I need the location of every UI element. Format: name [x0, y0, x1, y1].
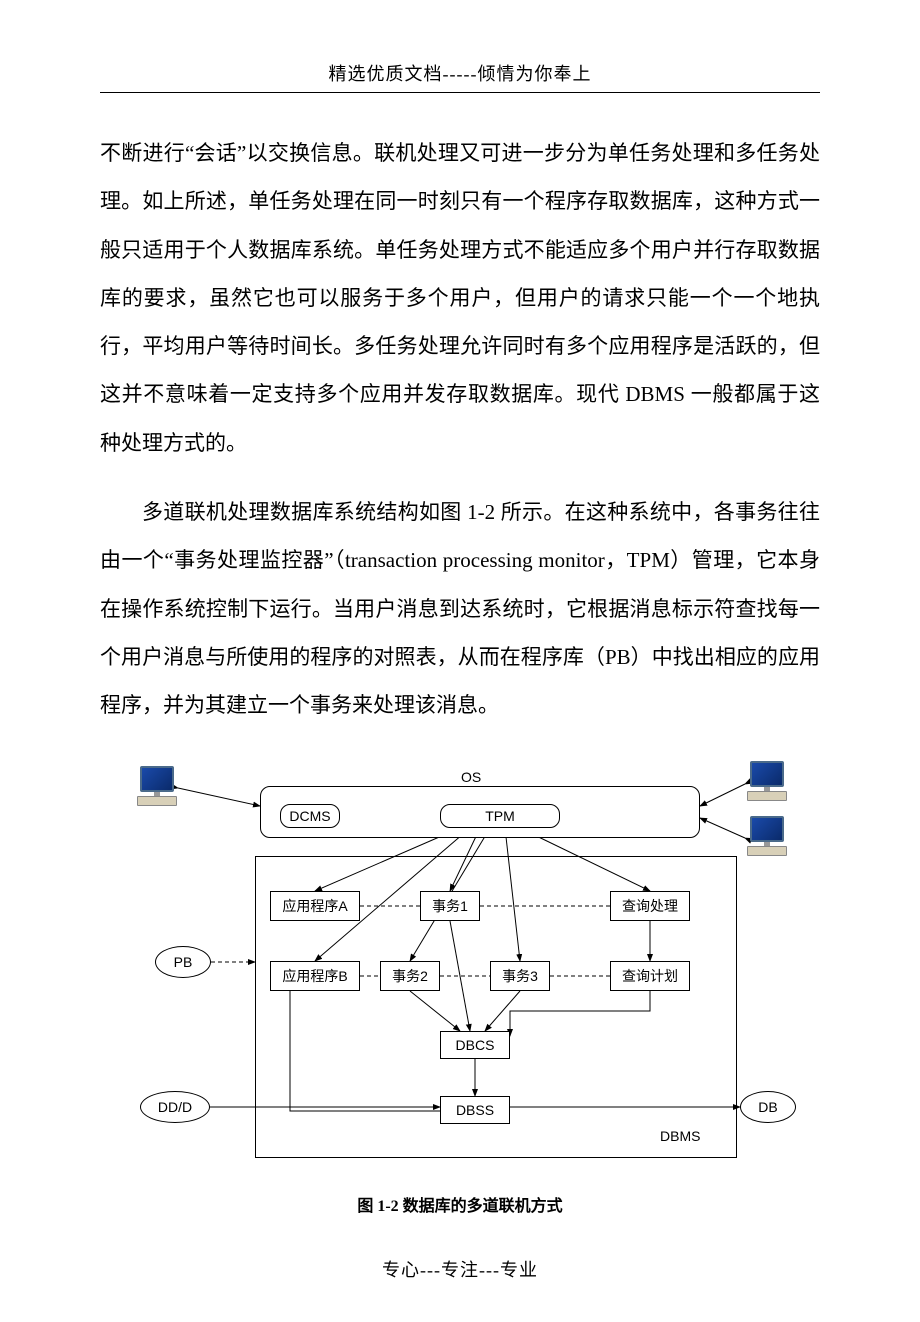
computer-icon — [135, 766, 179, 808]
node-app-a: 应用程序A — [270, 891, 360, 921]
os-label: OS — [461, 769, 481, 785]
node-tpm: TPM — [440, 804, 560, 828]
node-query-plan: 查询计划 — [610, 961, 690, 991]
figure-1-2: OS DCMS TPM DBMS 应用程序A 事务1 查询处理 应用程序B 事务… — [100, 756, 820, 1216]
figure-caption: 图 1-2 数据库的多道联机方式 — [100, 1192, 820, 1216]
paragraph-2: 多道联机处理数据库系统结构如图 1-2 所示。在这种系统中，各事务往往由一个“事… — [100, 488, 820, 729]
computer-icon — [745, 816, 789, 858]
diagram: OS DCMS TPM DBMS 应用程序A 事务1 查询处理 应用程序B 事务… — [120, 756, 800, 1176]
node-tx2: 事务2 — [380, 961, 440, 991]
body-text: 不断进行“会话”以交换信息。联机处理又可进一步分为单任务处理和多任务处理。如上所… — [100, 129, 820, 730]
page-header: 精选优质文档-----倾情为你奉上 — [100, 60, 820, 93]
node-query-proc: 查询处理 — [610, 891, 690, 921]
dbms-label: DBMS — [660, 1128, 700, 1144]
page-footer: 专心---专注---专业 — [100, 1256, 820, 1282]
paragraph-1: 不断进行“会话”以交换信息。联机处理又可进一步分为单任务处理和多任务处理。如上所… — [100, 129, 820, 467]
node-ddd: DD/D — [140, 1091, 210, 1123]
node-dcms: DCMS — [280, 804, 340, 828]
node-dbss: DBSS — [440, 1096, 510, 1124]
node-db: DB — [740, 1091, 796, 1123]
computer-icon — [745, 761, 789, 803]
node-dbcs: DBCS — [440, 1031, 510, 1059]
node-pb: PB — [155, 946, 211, 978]
node-tx1: 事务1 — [420, 891, 480, 921]
node-tx3: 事务3 — [490, 961, 550, 991]
node-app-b: 应用程序B — [270, 961, 360, 991]
